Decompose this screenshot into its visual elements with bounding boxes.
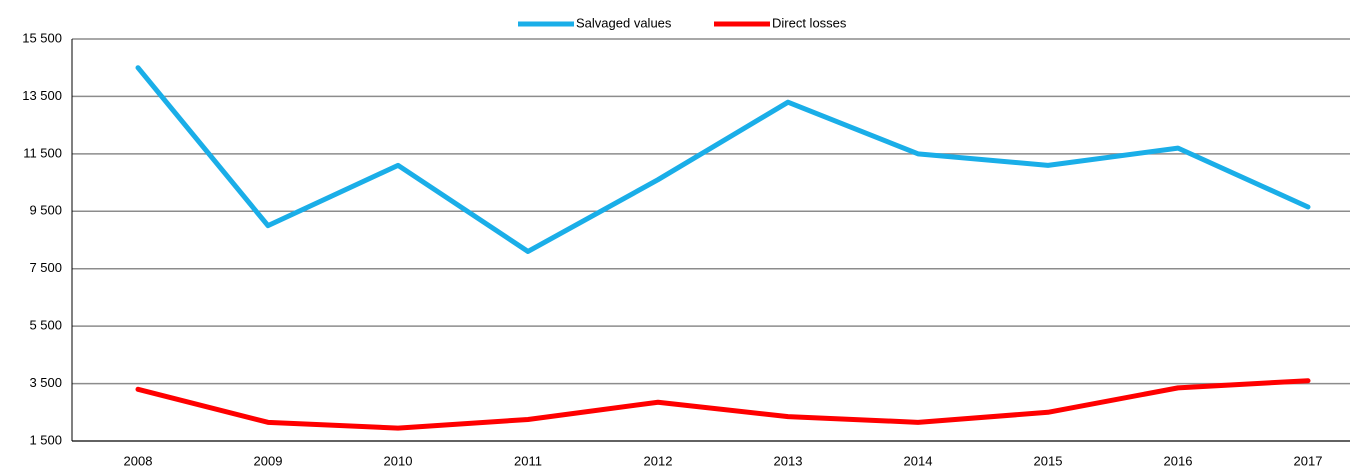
legend-label: Direct losses bbox=[772, 15, 847, 30]
y-tick-label: 7 500 bbox=[29, 260, 62, 275]
x-tick-label: 2010 bbox=[384, 453, 413, 468]
y-tick-label: 5 500 bbox=[29, 318, 62, 333]
legend-label: Salvaged values bbox=[576, 15, 672, 30]
y-tick-label: 9 500 bbox=[29, 203, 62, 218]
x-tick-label: 2014 bbox=[904, 453, 933, 468]
line-series bbox=[135, 65, 1311, 254]
y-tick-label: 1 500 bbox=[29, 432, 62, 447]
y-tick-label: 3 500 bbox=[29, 375, 62, 390]
x-tick-label: 2015 bbox=[1034, 453, 1063, 468]
y-tick-label: 13 500 bbox=[22, 88, 62, 103]
line-series bbox=[135, 378, 1311, 431]
x-tick-label: 2012 bbox=[644, 453, 673, 468]
x-tick-label: 2009 bbox=[254, 453, 283, 468]
x-tick-label: 2011 bbox=[514, 453, 542, 468]
x-tick-label: 2013 bbox=[774, 453, 803, 468]
x-tick-label: 2016 bbox=[1164, 453, 1193, 468]
x-tick-label: 2008 bbox=[124, 453, 153, 468]
y-tick-label: 11 500 bbox=[23, 145, 62, 160]
x-tick-label: 2017 bbox=[1294, 453, 1323, 468]
y-tick-label: 15 500 bbox=[22, 30, 62, 45]
